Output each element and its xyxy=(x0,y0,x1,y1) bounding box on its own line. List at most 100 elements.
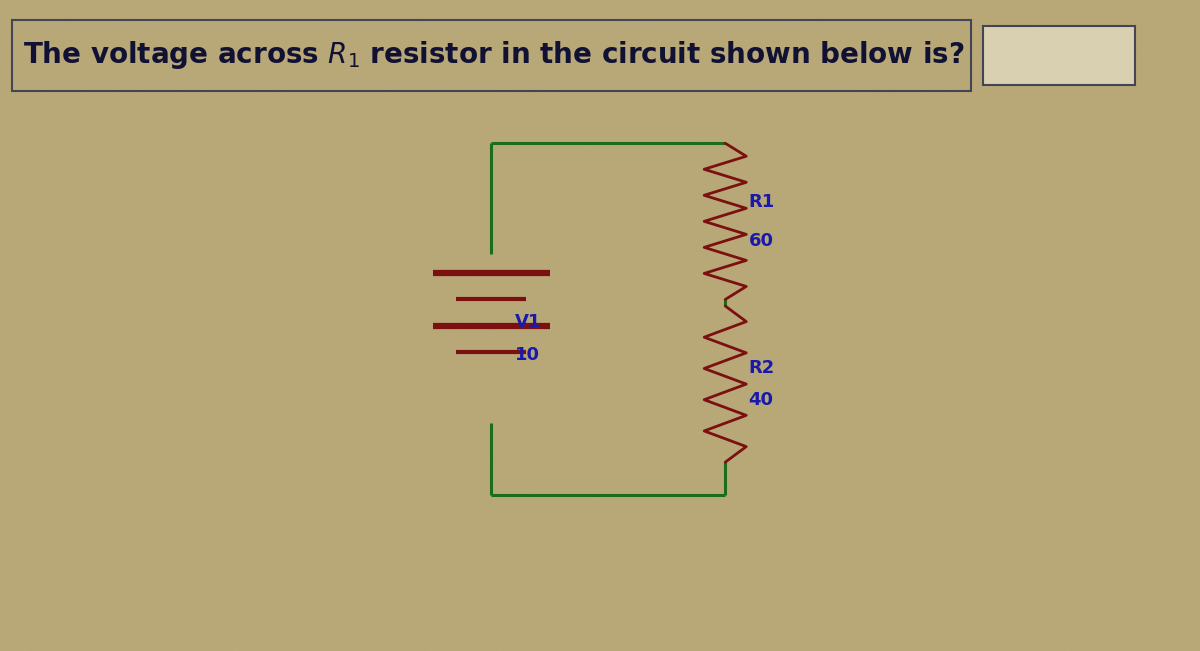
Point xyxy=(679,346,698,357)
Text: The voltage across $R_1$ resistor in the circuit shown below is?: The voltage across $R_1$ resistor in the… xyxy=(23,39,965,72)
Point xyxy=(19,357,38,368)
Point xyxy=(1108,314,1127,324)
Point xyxy=(79,537,98,547)
Point xyxy=(935,199,954,209)
Point xyxy=(974,538,994,549)
Point xyxy=(109,108,128,118)
Point xyxy=(341,22,360,33)
Point xyxy=(691,548,710,559)
Point xyxy=(596,459,616,469)
Point xyxy=(947,489,966,499)
Point xyxy=(304,133,323,144)
Point xyxy=(570,160,589,171)
Point xyxy=(842,31,862,41)
Point xyxy=(853,410,872,421)
Point xyxy=(396,432,415,442)
Point xyxy=(755,536,774,547)
Point xyxy=(571,567,590,577)
Point xyxy=(886,340,905,350)
Point xyxy=(1025,180,1044,190)
Point xyxy=(832,148,851,159)
Point xyxy=(34,281,53,292)
Point xyxy=(314,0,334,7)
Point xyxy=(269,384,288,395)
Point xyxy=(126,435,145,445)
Point xyxy=(702,458,721,469)
Point xyxy=(325,225,344,236)
Point xyxy=(414,430,433,440)
Point xyxy=(820,288,839,298)
Point xyxy=(462,534,481,544)
Point xyxy=(323,296,342,307)
Point xyxy=(1003,40,1022,50)
Point xyxy=(176,434,196,445)
Point xyxy=(84,643,103,651)
Point xyxy=(586,320,605,331)
Point xyxy=(493,102,512,112)
Point xyxy=(406,299,425,310)
Point xyxy=(1069,460,1088,470)
Point xyxy=(4,166,23,176)
Point xyxy=(284,445,304,455)
Point xyxy=(982,17,1001,27)
Point xyxy=(722,478,742,489)
Point xyxy=(406,182,425,193)
Point xyxy=(559,48,578,58)
Point xyxy=(407,396,426,407)
Point xyxy=(653,556,672,566)
Point xyxy=(197,408,216,419)
Point xyxy=(922,618,941,629)
Point xyxy=(923,225,942,236)
Point xyxy=(688,227,707,237)
Point xyxy=(29,340,48,350)
Point xyxy=(311,283,330,294)
Point xyxy=(65,315,84,326)
Point xyxy=(632,253,652,264)
Point xyxy=(186,412,205,422)
Point xyxy=(821,268,840,279)
Point xyxy=(586,41,605,51)
Point xyxy=(1114,278,1133,288)
Point xyxy=(67,534,86,544)
Point xyxy=(20,359,40,369)
Point xyxy=(74,464,94,475)
Point xyxy=(935,341,954,352)
Point xyxy=(1135,642,1154,651)
Point xyxy=(712,296,731,306)
Point xyxy=(450,391,469,402)
Point xyxy=(734,238,754,248)
Point xyxy=(274,348,293,359)
Point xyxy=(1109,341,1128,352)
Point xyxy=(320,512,340,522)
Point xyxy=(461,43,480,53)
Point xyxy=(976,174,995,185)
Point xyxy=(1100,575,1120,585)
Point xyxy=(587,46,606,57)
Point xyxy=(508,216,527,227)
Point xyxy=(841,271,860,282)
Point xyxy=(624,33,643,44)
Point xyxy=(947,573,966,583)
Point xyxy=(726,101,745,111)
Point xyxy=(56,23,76,33)
Point xyxy=(572,247,592,258)
Point xyxy=(890,225,910,235)
Point xyxy=(977,126,996,137)
Point xyxy=(1026,599,1045,609)
Point xyxy=(37,89,56,99)
Point xyxy=(115,232,134,243)
Point xyxy=(546,331,565,341)
Point xyxy=(278,192,298,202)
Point xyxy=(470,630,490,640)
Point xyxy=(1004,515,1024,525)
Point xyxy=(779,456,798,466)
Point xyxy=(246,400,265,410)
Point xyxy=(499,591,518,602)
Point xyxy=(184,365,203,375)
Point xyxy=(454,389,473,400)
Point xyxy=(598,184,617,195)
Point xyxy=(140,311,160,322)
Point xyxy=(371,279,390,290)
Point xyxy=(109,331,128,342)
Point xyxy=(209,590,228,600)
